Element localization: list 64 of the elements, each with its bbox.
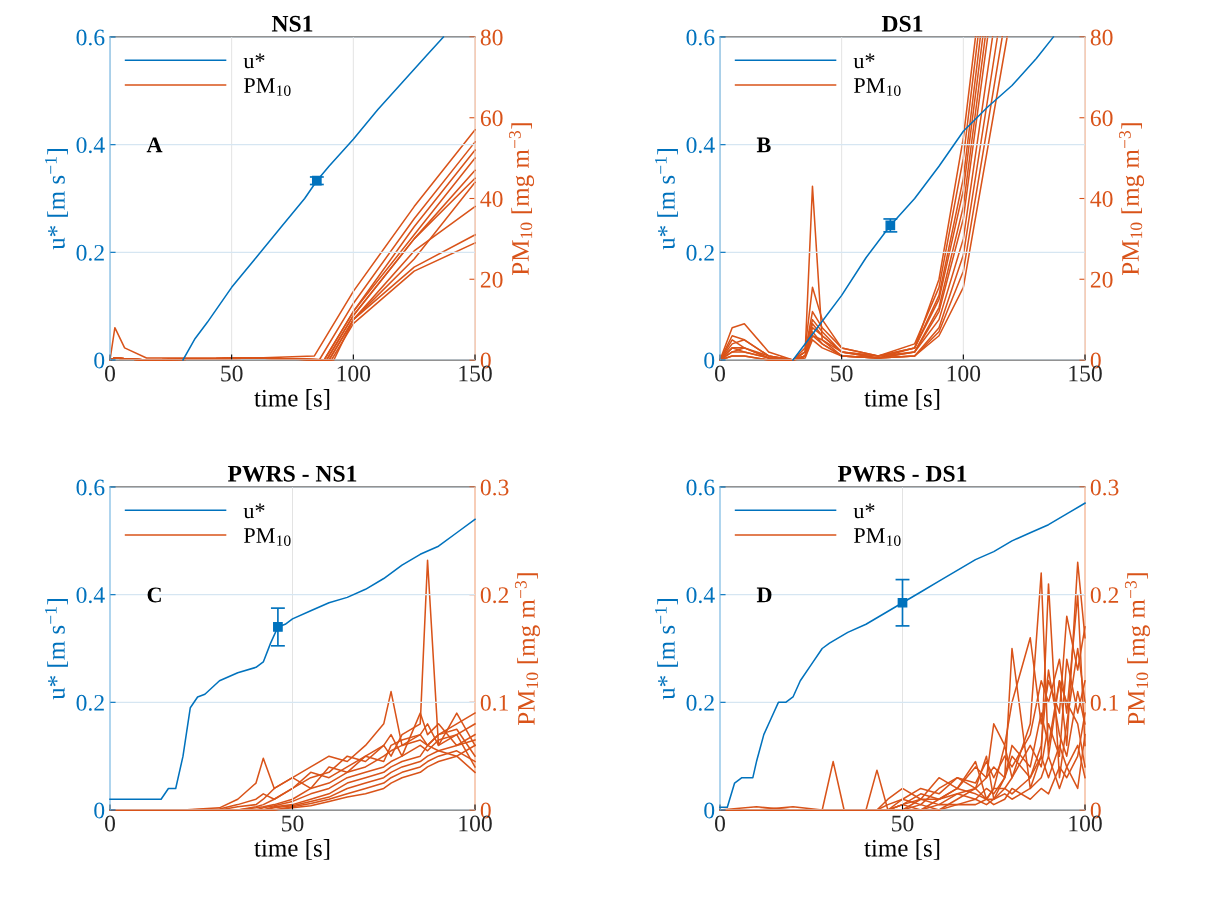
y2-tick-label: 80 — [480, 29, 503, 46]
x-tick-label: 50 — [282, 815, 304, 832]
legend-label: PM$_{10}$ — [853, 528, 901, 546]
annotation: C — [147, 587, 161, 603]
chart-title: PWRS - DS1 — [837, 465, 967, 482]
y-tick-label: 0.2 — [686, 694, 714, 711]
y-axis-title: u* [m s$^{−1}$] — [45, 149, 68, 250]
legend-label: PM$_{10}$ — [243, 528, 291, 546]
y-tick-label: 0.4 — [686, 587, 715, 604]
y-tick-label: 0.4 — [76, 587, 105, 604]
annotation: B — [756, 137, 771, 153]
legend-label: u* — [853, 53, 875, 69]
y2-axis-title: PM$_{10}$ [mg m$^{−3}$] — [1124, 573, 1150, 726]
y-tick-label: 0.6 — [76, 479, 105, 496]
y-tick-label: 0.4 — [76, 137, 105, 154]
y2-tick-label: 0.3 — [480, 479, 509, 496]
y-tick-label: 0 — [94, 352, 105, 369]
y-tick-label: 0.4 — [686, 137, 715, 154]
y2-tick-label: 0.2 — [480, 587, 509, 604]
annotation: D — [756, 587, 772, 603]
y2-tick-label: 40 — [1090, 190, 1113, 207]
y2-tick-label: 20 — [1090, 271, 1113, 288]
x-tick-label: 50 — [831, 365, 853, 382]
y2-axis-title: PM$_{10}$ [mg m$^{−3}$] — [1119, 123, 1145, 276]
y-axis-title: u* [m s$^{−1}$] — [655, 599, 678, 700]
y-tick-label: 0.2 — [686, 244, 714, 261]
y-axis-title: u* [m s$^{−1}$] — [45, 599, 68, 700]
y2-tick-label: 0.1 — [1090, 694, 1118, 711]
y2-axis-title: PM$_{10}$ [mg m$^{−3}$] — [509, 123, 535, 276]
y2-tick-label: 60 — [480, 110, 503, 127]
chart-title: NS1 — [271, 15, 313, 32]
annotation: A — [146, 137, 163, 153]
x-axis-title: time [s] — [254, 839, 330, 860]
chart-title: PWRS - NS1 — [227, 465, 357, 482]
y2-tick-label: 60 — [1090, 110, 1113, 127]
legend-label: u* — [243, 503, 265, 519]
legend-label: u* — [243, 53, 265, 69]
y-tick-label: 0.2 — [76, 244, 104, 261]
x-axis-title: time [s] — [864, 839, 940, 860]
y2-tick-label: 40 — [480, 190, 503, 207]
y-tick-label: 0 — [94, 802, 105, 819]
y2-tick-label: 0.3 — [1090, 479, 1119, 496]
y-tick-label: 0.2 — [76, 694, 104, 711]
y-tick-label: 0.6 — [76, 29, 105, 46]
x-axis-title: time [s] — [864, 389, 940, 410]
y2-tick-label: 0.2 — [1090, 587, 1119, 604]
legend-label: u* — [853, 503, 875, 519]
legend-label: PM$_{10}$ — [243, 78, 291, 96]
y-tick-label: 0.6 — [686, 29, 715, 46]
y-tick-label: 0 — [704, 802, 715, 819]
y2-tick-label: 0.1 — [480, 694, 508, 711]
y-tick-label: 0.6 — [686, 479, 715, 496]
x-tick-label: 100 — [337, 365, 371, 382]
y2-tick-label: 80 — [1090, 29, 1113, 46]
y2-axis-title: PM$_{10}$ [mg m$^{−3}$] — [514, 573, 540, 726]
legend-label: PM$_{10}$ — [853, 78, 901, 96]
y2-tick-label: 20 — [480, 271, 503, 288]
x-tick-label: 50 — [892, 815, 914, 832]
x-tick-label: 100 — [947, 365, 981, 382]
x-tick-label: 50 — [221, 365, 243, 382]
x-axis-title: time [s] — [254, 389, 330, 410]
y-tick-label: 0 — [704, 352, 715, 369]
chart-title: DS1 — [881, 15, 923, 32]
y-axis-title: u* [m s$^{−1}$] — [655, 149, 678, 250]
